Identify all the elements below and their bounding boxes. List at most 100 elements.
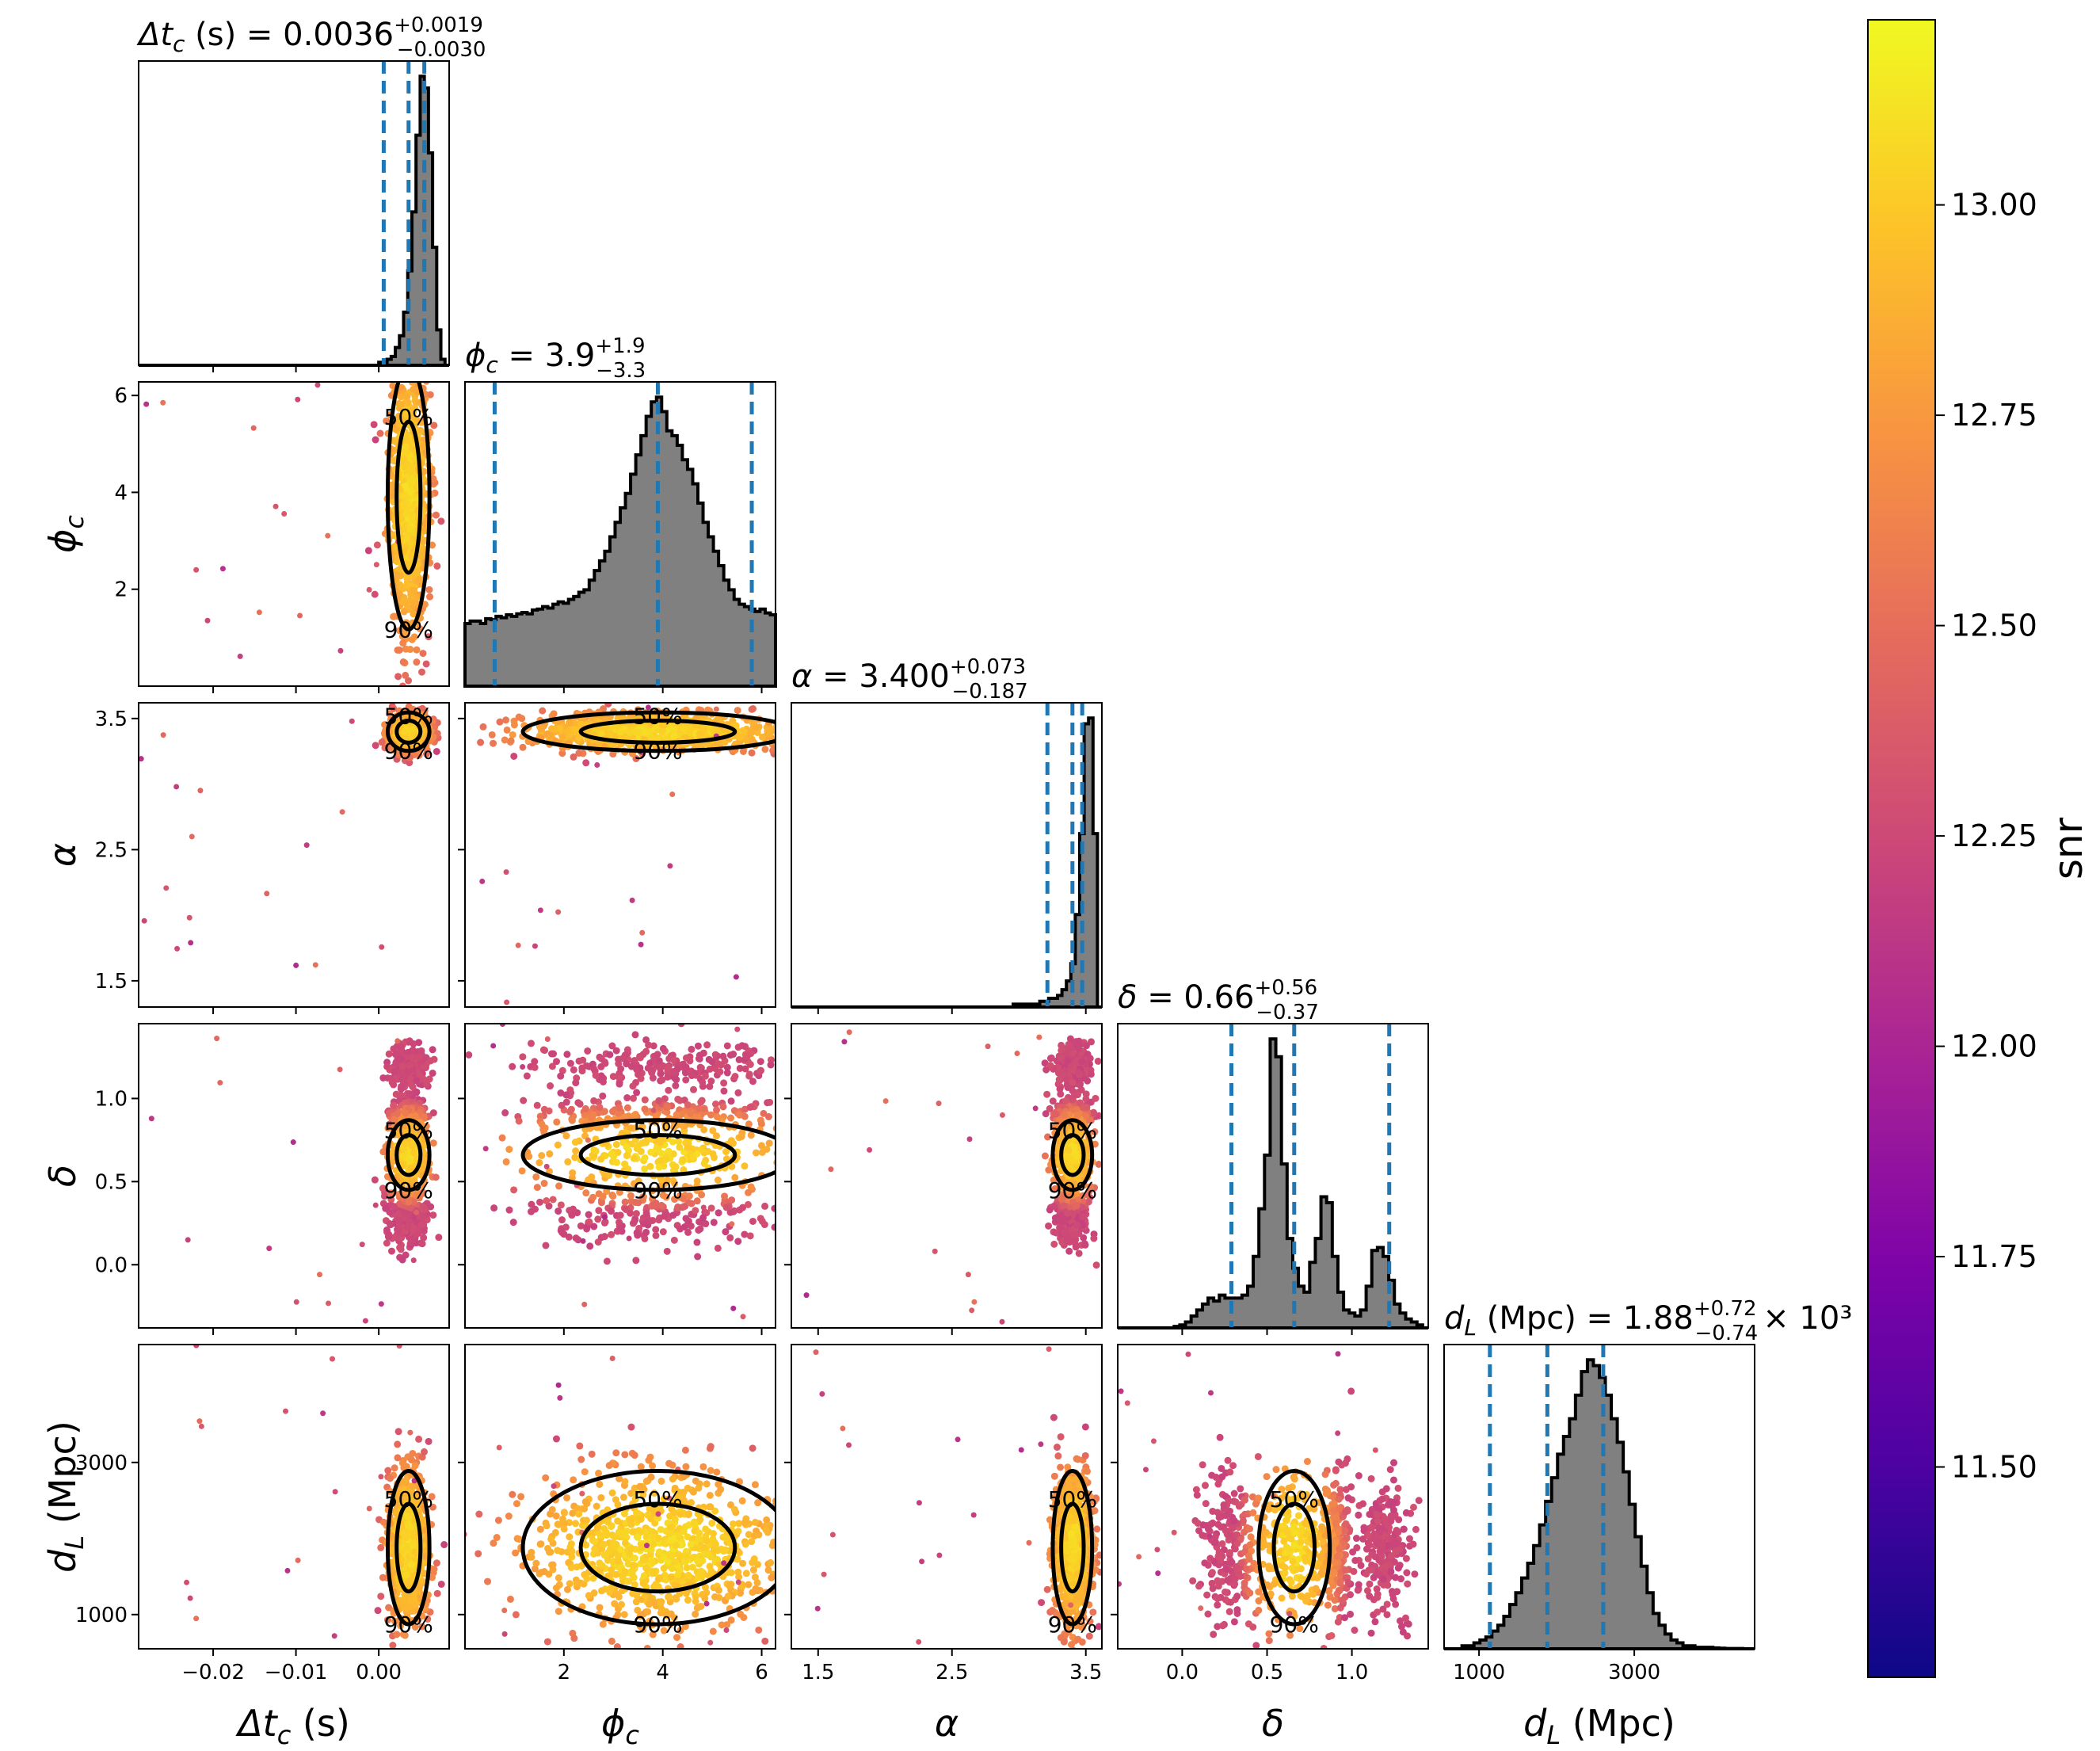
outlier-point bbox=[337, 1066, 343, 1073]
sample-point bbox=[579, 1056, 587, 1064]
histogram-frame bbox=[1443, 1344, 1755, 1650]
sample-point bbox=[403, 436, 411, 444]
sample-point bbox=[429, 372, 436, 380]
sample-point bbox=[399, 639, 407, 647]
sample-point bbox=[630, 1094, 638, 1102]
sample-point bbox=[379, 1148, 387, 1156]
sample-point bbox=[647, 1148, 655, 1156]
sample-point bbox=[422, 1080, 430, 1088]
sample-point bbox=[693, 1238, 701, 1246]
sample-point bbox=[594, 1215, 602, 1223]
title-symbol-subscript: c bbox=[173, 31, 185, 57]
sample-point bbox=[509, 1062, 516, 1070]
sample-point bbox=[761, 1202, 769, 1210]
y-tick-label: 0.0 bbox=[95, 1253, 128, 1277]
sample-point bbox=[616, 1104, 623, 1112]
sample-point bbox=[402, 1109, 410, 1117]
panel-title-phic: ϕc = 3.9+1.9 −3.3 bbox=[465, 334, 646, 383]
scatter-panel-dtc-delta: 50%90%0.00.51.0 bbox=[95, 1023, 450, 1335]
sample-point bbox=[546, 1150, 554, 1158]
sample-point bbox=[601, 1152, 609, 1160]
sample-point bbox=[393, 573, 401, 581]
sample-point bbox=[698, 1146, 706, 1154]
sample-point bbox=[635, 729, 643, 737]
sample-point bbox=[403, 582, 411, 589]
sample-point bbox=[409, 1143, 417, 1150]
sample-point bbox=[477, 738, 485, 746]
sample-point bbox=[741, 1230, 749, 1238]
sample-point bbox=[634, 1231, 642, 1239]
sample-point bbox=[662, 1155, 670, 1163]
sample-point bbox=[655, 1216, 663, 1224]
sample-point bbox=[528, 1200, 535, 1208]
sample-point bbox=[642, 1139, 650, 1146]
sample-point bbox=[698, 1191, 706, 1199]
sample-point bbox=[510, 717, 518, 725]
sample-point bbox=[400, 456, 408, 464]
outlier-point bbox=[339, 809, 345, 815]
sample-point bbox=[433, 747, 440, 755]
sample-point bbox=[672, 1082, 680, 1089]
sample-point bbox=[394, 1110, 402, 1118]
sample-point bbox=[653, 1146, 661, 1154]
sample-point bbox=[657, 1201, 665, 1209]
sample-point bbox=[650, 1042, 657, 1050]
sample-point bbox=[588, 1173, 596, 1181]
sample-point bbox=[562, 1098, 570, 1106]
sample-point bbox=[635, 1199, 642, 1207]
outlier-point bbox=[700, 1204, 707, 1211]
sample-point bbox=[411, 372, 418, 379]
sample-point bbox=[722, 1204, 730, 1211]
sample-point bbox=[606, 1051, 614, 1059]
title-scale-factor: × 10³ bbox=[1763, 1300, 1852, 1337]
sample-point bbox=[575, 750, 583, 757]
outlier-point bbox=[148, 1116, 154, 1122]
y-tick-label: 2.5 bbox=[95, 838, 128, 862]
sample-point bbox=[635, 1177, 642, 1185]
contour-50 bbox=[394, 419, 423, 575]
outlier-point bbox=[406, 755, 412, 761]
sample-point bbox=[758, 733, 766, 741]
sample-point bbox=[658, 1076, 666, 1084]
sample-point bbox=[555, 1207, 562, 1215]
sample-point bbox=[627, 1124, 635, 1132]
sample-point bbox=[570, 1066, 577, 1074]
y-tick-label: 3.5 bbox=[95, 708, 128, 731]
outlier-point bbox=[256, 609, 262, 616]
sample-point bbox=[410, 1149, 418, 1157]
panel-title-dl: dL (Mpc) = 1.88+0.72 −0.74 × 10³ bbox=[1444, 1297, 1852, 1345]
sample-point bbox=[557, 1072, 565, 1080]
histogram-frame bbox=[1117, 1023, 1429, 1329]
sample-point bbox=[617, 1065, 625, 1073]
sample-point bbox=[652, 1231, 660, 1239]
sample-point bbox=[556, 724, 564, 732]
sample-point bbox=[603, 1257, 611, 1265]
sample-point bbox=[700, 1126, 708, 1134]
sample-point bbox=[684, 1217, 692, 1225]
sample-point bbox=[646, 1059, 654, 1067]
sample-point bbox=[548, 1050, 556, 1058]
sample-point bbox=[746, 1103, 754, 1111]
sample-point bbox=[671, 1196, 679, 1204]
sample-point bbox=[694, 1113, 702, 1121]
histogram-bars bbox=[463, 395, 777, 688]
sample-point bbox=[735, 1055, 743, 1063]
sample-point bbox=[409, 371, 416, 378]
histogram-panel-alpha: α = 3.400+0.073 −0.187 bbox=[791, 655, 1103, 1014]
sample-point bbox=[719, 1052, 727, 1060]
sample-point bbox=[585, 1218, 593, 1226]
sample-point bbox=[519, 1053, 527, 1061]
scatter-panel-phic-alpha: 50%90% bbox=[458, 702, 776, 1014]
outlier-point bbox=[594, 762, 600, 769]
sample-point bbox=[413, 658, 421, 666]
sample-point bbox=[527, 1040, 535, 1047]
sample-point bbox=[670, 1056, 678, 1064]
sample-point bbox=[421, 1062, 429, 1070]
contour-label-50: 50% bbox=[384, 1118, 433, 1144]
sample-point bbox=[410, 633, 418, 641]
sample-point bbox=[684, 1101, 692, 1108]
sample-point bbox=[597, 1055, 605, 1062]
sample-point bbox=[764, 1112, 772, 1120]
contour-90 bbox=[385, 382, 432, 631]
sample-point bbox=[671, 1180, 679, 1188]
